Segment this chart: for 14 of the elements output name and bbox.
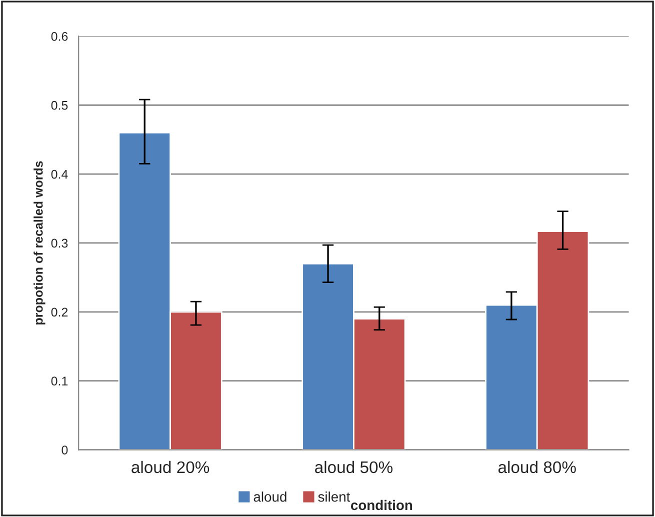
x-tick-label: aloud 20% <box>132 460 210 474</box>
x-tick-label: aloud 50% <box>315 460 392 474</box>
y-axis-title: propotion of recalled words <box>34 161 46 324</box>
y-tick-label: 0 <box>62 446 68 454</box>
y-tick-label: 0.5 <box>51 100 68 110</box>
y-tick-label: 0.3 <box>51 238 68 248</box>
y-tick-label: 0.6 <box>51 32 68 41</box>
x-axis-title: condition <box>350 500 412 510</box>
y-tick-label: 0.4 <box>51 170 68 179</box>
legend-label: silent <box>318 492 350 502</box>
legend-label: aloud <box>254 492 286 502</box>
x-tick-label: aloud 80% <box>498 460 576 474</box>
y-tick-label: 0.1 <box>51 376 68 386</box>
y-tick-label: 0.2 <box>51 308 68 317</box>
